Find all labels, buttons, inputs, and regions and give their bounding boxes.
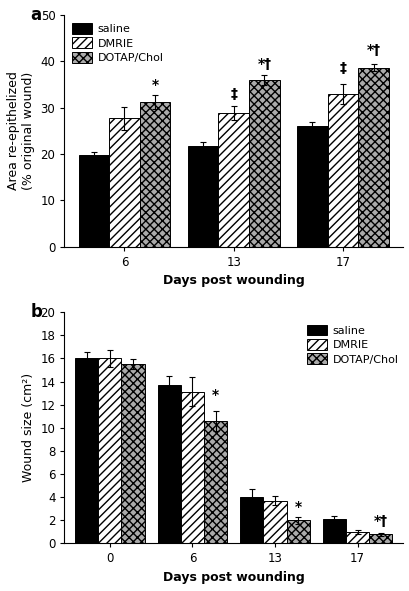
- Legend: saline, DMRIE, DOTAP/Chol: saline, DMRIE, DOTAP/Chol: [304, 322, 400, 367]
- Bar: [218, 113, 248, 246]
- Bar: [345, 532, 368, 544]
- Text: a: a: [30, 6, 42, 24]
- Text: ‡: ‡: [230, 87, 236, 101]
- Y-axis label: Area re-epithelized
(% original wound): Area re-epithelized (% original wound): [7, 72, 35, 190]
- X-axis label: Days post wounding: Days post wounding: [162, 571, 304, 584]
- Bar: [248, 80, 279, 246]
- Bar: [187, 146, 218, 246]
- Bar: [98, 358, 121, 544]
- Bar: [79, 155, 109, 246]
- Bar: [322, 519, 345, 544]
- Bar: [204, 421, 227, 544]
- Bar: [109, 118, 139, 246]
- Text: *: *: [211, 388, 218, 402]
- Bar: [180, 392, 204, 544]
- Bar: [297, 126, 327, 246]
- Bar: [263, 501, 286, 544]
- Text: *†: *†: [366, 43, 380, 57]
- Bar: [240, 496, 263, 544]
- Text: b: b: [30, 303, 42, 321]
- Bar: [157, 385, 180, 544]
- Text: *: *: [151, 77, 158, 92]
- Bar: [75, 358, 98, 544]
- Y-axis label: Wound size (cm²): Wound size (cm²): [22, 374, 35, 482]
- Bar: [121, 364, 144, 544]
- Bar: [368, 534, 391, 544]
- Bar: [357, 67, 388, 246]
- Text: *†: *†: [257, 57, 271, 71]
- Bar: [286, 520, 309, 544]
- Bar: [139, 102, 170, 246]
- Text: *: *: [294, 500, 301, 514]
- Text: ‡: ‡: [339, 61, 346, 76]
- X-axis label: Days post wounding: Days post wounding: [162, 274, 304, 287]
- Bar: [327, 94, 357, 246]
- Legend: saline, DMRIE, DOTAP/Chol: saline, DMRIE, DOTAP/Chol: [70, 21, 166, 65]
- Text: *†: *†: [373, 514, 387, 528]
